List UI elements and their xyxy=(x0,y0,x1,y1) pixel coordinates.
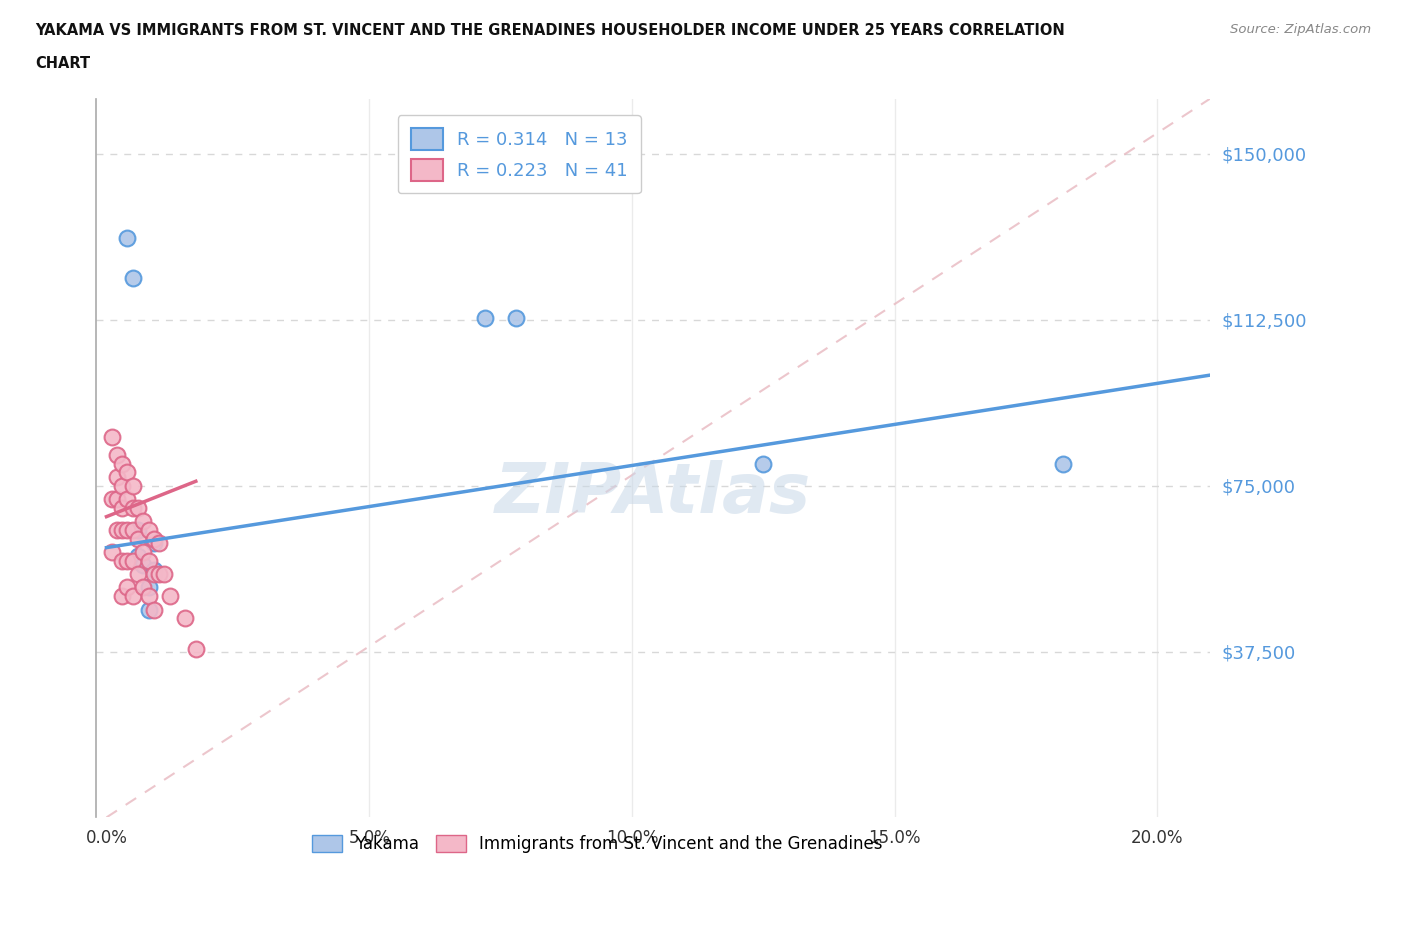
Text: CHART: CHART xyxy=(35,56,90,71)
Point xyxy=(100,545,122,560)
Point xyxy=(127,500,149,515)
Point xyxy=(132,545,155,560)
Point xyxy=(100,430,122,445)
Point xyxy=(117,231,139,246)
Point xyxy=(111,500,134,515)
Point xyxy=(132,513,155,528)
Point xyxy=(100,492,122,507)
Point xyxy=(138,602,160,617)
Point xyxy=(117,580,139,595)
Point xyxy=(121,523,143,538)
Point xyxy=(117,553,139,568)
Point xyxy=(138,589,160,604)
Point xyxy=(121,500,143,515)
Point xyxy=(174,611,197,626)
Point xyxy=(105,447,128,462)
Point xyxy=(121,589,143,604)
Point xyxy=(127,549,149,564)
Point xyxy=(127,523,149,538)
Text: ZIPAtlas: ZIPAtlas xyxy=(495,460,811,527)
Point xyxy=(153,566,176,581)
Point xyxy=(138,580,160,595)
Point xyxy=(505,311,527,325)
Point xyxy=(142,602,165,617)
Point xyxy=(111,589,134,604)
Point xyxy=(184,642,207,657)
Point xyxy=(127,566,149,581)
Point xyxy=(132,558,155,573)
Point xyxy=(117,523,139,538)
Point xyxy=(121,478,143,493)
Point xyxy=(121,553,143,568)
Point xyxy=(142,566,165,581)
Point xyxy=(111,456,134,471)
Point xyxy=(142,536,165,551)
Point xyxy=(138,523,160,538)
Point xyxy=(148,566,170,581)
Point xyxy=(105,470,128,485)
Point xyxy=(111,478,134,493)
Point xyxy=(105,492,128,507)
Point xyxy=(111,523,134,538)
Point xyxy=(132,580,155,595)
Point xyxy=(138,553,160,568)
Point xyxy=(117,492,139,507)
Point xyxy=(111,553,134,568)
Point xyxy=(474,311,496,325)
Point xyxy=(127,531,149,546)
Point xyxy=(105,523,128,538)
Point xyxy=(142,531,165,546)
Point xyxy=(117,465,139,480)
Legend: Yakama, Immigrants from St. Vincent and the Grenadines: Yakama, Immigrants from St. Vincent and … xyxy=(305,828,890,859)
Point xyxy=(752,456,775,471)
Point xyxy=(1052,456,1074,471)
Point xyxy=(142,563,165,578)
Text: YAKAMA VS IMMIGRANTS FROM ST. VINCENT AND THE GRENADINES HOUSEHOLDER INCOME UNDE: YAKAMA VS IMMIGRANTS FROM ST. VINCENT AN… xyxy=(35,23,1064,38)
Point xyxy=(148,536,170,551)
Text: Source: ZipAtlas.com: Source: ZipAtlas.com xyxy=(1230,23,1371,36)
Point xyxy=(121,271,143,286)
Point xyxy=(159,589,181,604)
